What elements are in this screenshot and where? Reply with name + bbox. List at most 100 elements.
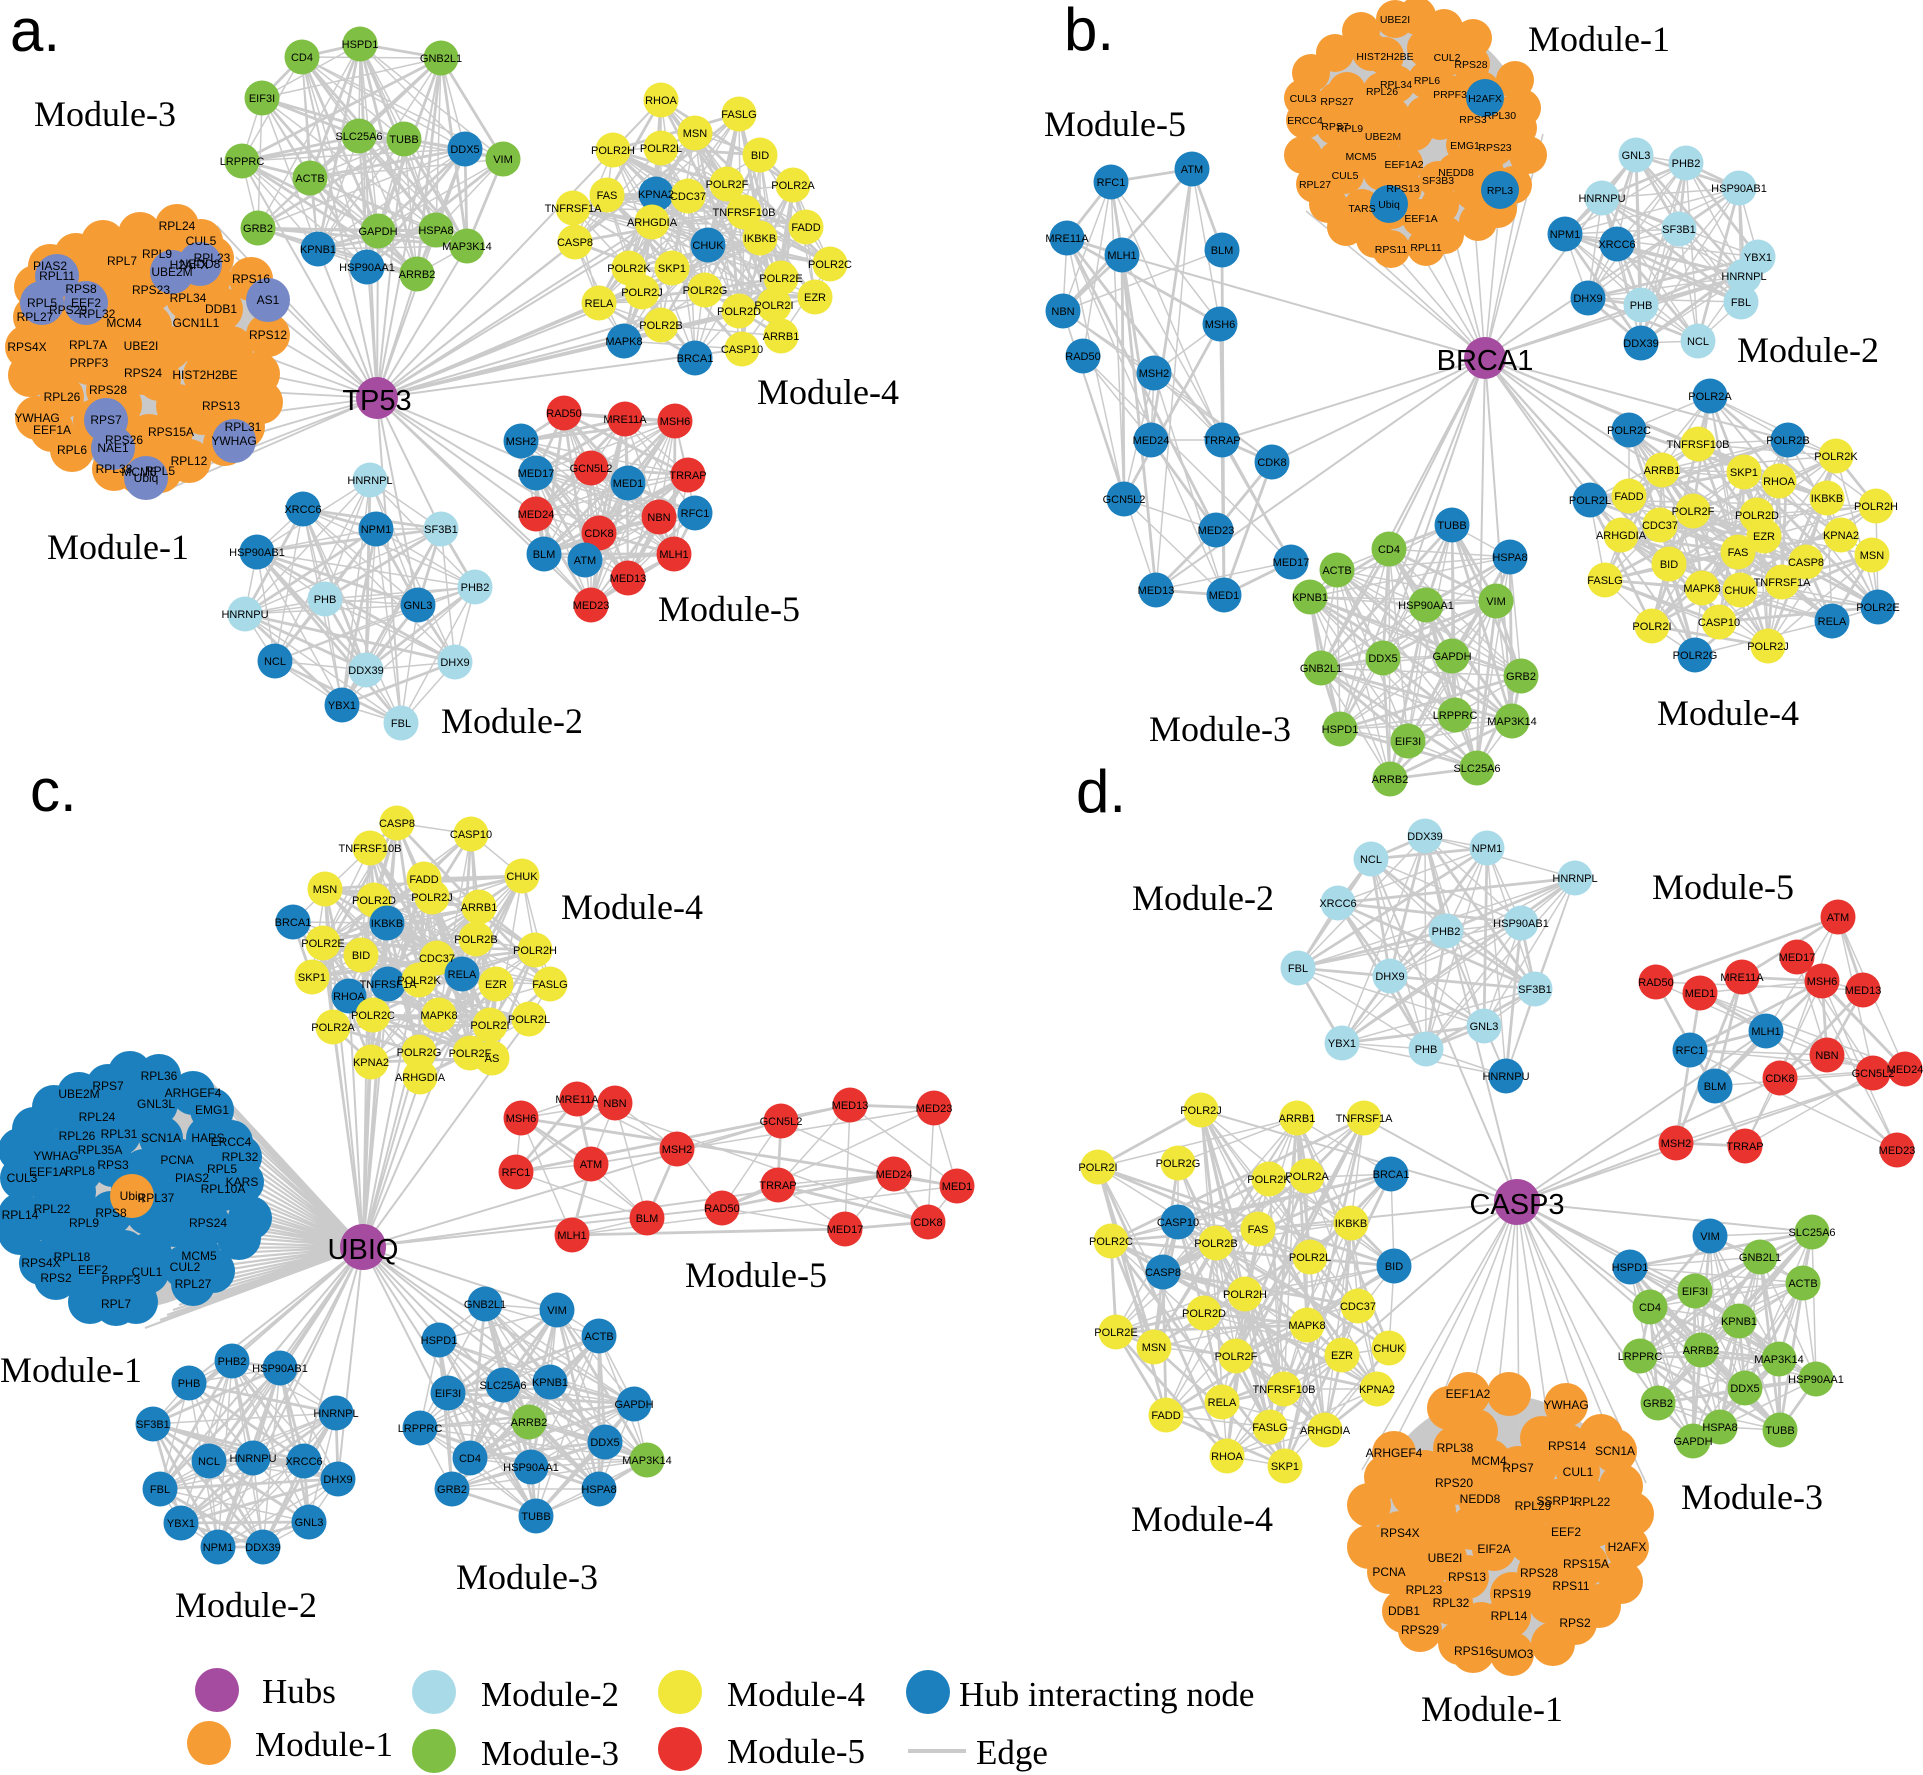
svg-text:NEDD8: NEDD8 xyxy=(1460,1492,1501,1506)
svg-text:FADD: FADD xyxy=(791,222,820,234)
svg-text:CDC37: CDC37 xyxy=(1340,1301,1376,1313)
svg-text:PRPF3: PRPF3 xyxy=(102,1273,141,1287)
svg-text:MSH6: MSH6 xyxy=(660,416,691,428)
svg-text:YBX1: YBX1 xyxy=(1744,252,1772,264)
svg-text:EZR: EZR xyxy=(1753,531,1775,543)
svg-text:POLR2J: POLR2J xyxy=(1180,1105,1222,1117)
svg-text:Module-4: Module-4 xyxy=(561,887,703,927)
svg-text:CDC37: CDC37 xyxy=(1642,520,1678,532)
svg-text:RPL6: RPL6 xyxy=(1414,75,1440,87)
svg-text:RPL7A: RPL7A xyxy=(69,338,107,352)
svg-text:HNRNPL: HNRNPL xyxy=(313,1408,358,1420)
svg-text:ACTB: ACTB xyxy=(295,173,324,185)
svg-text:RPL7: RPL7 xyxy=(101,1297,131,1311)
svg-text:RELA: RELA xyxy=(1208,1397,1237,1409)
svg-text:MAP3K14: MAP3K14 xyxy=(442,241,492,253)
svg-text:RPL38: RPL38 xyxy=(1437,1441,1474,1455)
svg-text:BLM: BLM xyxy=(1704,1081,1727,1093)
svg-text:MED23: MED23 xyxy=(1879,1145,1916,1157)
svg-text:RPS19: RPS19 xyxy=(1493,1587,1531,1601)
svg-text:POLR2A: POLR2A xyxy=(771,180,815,192)
svg-text:DDX39: DDX39 xyxy=(1623,338,1658,350)
svg-text:Module-4: Module-4 xyxy=(1657,693,1799,733)
svg-text:FAS: FAS xyxy=(597,190,618,202)
svg-text:HSP90AA1: HSP90AA1 xyxy=(1788,1374,1844,1386)
svg-text:Module-1: Module-1 xyxy=(0,1350,142,1390)
svg-text:RPL38: RPL38 xyxy=(96,462,133,476)
svg-text:RFC1: RFC1 xyxy=(1097,177,1126,189)
svg-text:MED23: MED23 xyxy=(1198,525,1235,537)
svg-text:ARRB2: ARRB2 xyxy=(1683,1345,1720,1357)
svg-text:DDX5: DDX5 xyxy=(590,1437,619,1449)
svg-text:HSPA8: HSPA8 xyxy=(418,225,453,237)
svg-text:b.: b. xyxy=(1064,0,1114,63)
svg-text:Module-2: Module-2 xyxy=(175,1585,317,1625)
svg-text:H2AFX: H2AFX xyxy=(1608,1540,1647,1554)
svg-text:FADD: FADD xyxy=(1614,491,1643,503)
svg-text:MSN: MSN xyxy=(683,128,708,140)
svg-text:ATM: ATM xyxy=(580,1159,602,1171)
svg-text:BID: BID xyxy=(352,950,370,962)
svg-text:POLR2D: POLR2D xyxy=(352,895,396,907)
svg-text:POLR2H: POLR2H xyxy=(513,945,557,957)
svg-text:MED17: MED17 xyxy=(1779,952,1816,964)
svg-text:KPNB1: KPNB1 xyxy=(300,244,336,256)
svg-text:MRE11A: MRE11A xyxy=(1720,972,1764,984)
svg-text:RPL3: RPL3 xyxy=(1487,185,1513,197)
svg-text:HIST2H2BE: HIST2H2BE xyxy=(172,368,237,382)
svg-text:POLR2H: POLR2H xyxy=(591,145,635,157)
svg-text:RPS23: RPS23 xyxy=(132,283,170,297)
svg-text:RPL18: RPL18 xyxy=(54,1250,91,1264)
svg-text:UBE2I: UBE2I xyxy=(124,339,159,353)
svg-text:ERCC4: ERCC4 xyxy=(1287,115,1323,127)
svg-text:RPS27: RPS27 xyxy=(1320,96,1353,108)
svg-text:RPL27: RPL27 xyxy=(17,310,54,324)
svg-text:Module-5: Module-5 xyxy=(685,1255,827,1295)
svg-text:HSPD1: HSPD1 xyxy=(1322,724,1359,736)
svg-text:POLR2F: POLR2F xyxy=(1672,506,1715,518)
svg-text:ARHGDIA: ARHGDIA xyxy=(395,1072,446,1084)
svg-text:RPL23: RPL23 xyxy=(194,251,231,265)
svg-text:ACTB: ACTB xyxy=(584,1331,613,1343)
svg-text:KPNA2: KPNA2 xyxy=(353,1057,389,1069)
svg-text:HSP90AB1: HSP90AB1 xyxy=(1493,918,1549,930)
svg-text:TUBB: TUBB xyxy=(389,134,418,146)
svg-text:RPL5: RPL5 xyxy=(145,464,175,478)
svg-text:RPS28: RPS28 xyxy=(1520,1566,1558,1580)
svg-text:BLM: BLM xyxy=(636,1213,659,1225)
svg-text:RPS15A: RPS15A xyxy=(148,425,194,439)
svg-text:RPL11: RPL11 xyxy=(1410,242,1441,254)
svg-text:HSPA8: HSPA8 xyxy=(1702,1422,1737,1434)
svg-text:MAPK8: MAPK8 xyxy=(1683,583,1720,595)
svg-text:RELA: RELA xyxy=(585,298,614,310)
svg-text:BLM: BLM xyxy=(1211,245,1234,257)
svg-text:CUL2: CUL2 xyxy=(170,1260,201,1274)
svg-text:CASP10: CASP10 xyxy=(1157,1217,1199,1229)
svg-text:MRE11A: MRE11A xyxy=(603,414,647,426)
svg-text:Module-1: Module-1 xyxy=(1421,1689,1563,1729)
svg-text:RPL14: RPL14 xyxy=(2,1208,39,1222)
svg-text:AS: AS xyxy=(485,1053,500,1065)
svg-text:PHB: PHB xyxy=(1415,1044,1438,1056)
svg-text:EEF2: EEF2 xyxy=(1551,1525,1581,1539)
svg-text:NEDD8: NEDD8 xyxy=(1438,167,1474,179)
svg-text:EIF3I: EIF3I xyxy=(1395,736,1421,748)
svg-text:Module-2: Module-2 xyxy=(481,1675,619,1714)
svg-text:DHX9: DHX9 xyxy=(323,1474,352,1486)
svg-text:HNRNPL: HNRNPL xyxy=(347,475,392,487)
svg-text:CASP3: CASP3 xyxy=(1469,1189,1564,1221)
svg-text:RPS23: RPS23 xyxy=(1478,142,1511,154)
svg-text:NCL: NCL xyxy=(198,1456,220,1468)
svg-text:POLR2G: POLR2G xyxy=(1673,650,1718,662)
svg-text:MED1: MED1 xyxy=(942,1181,973,1193)
svg-text:EIF2A: EIF2A xyxy=(1477,1542,1510,1556)
svg-text:RPS20: RPS20 xyxy=(1435,1476,1473,1490)
svg-text:RPL29: RPL29 xyxy=(1515,1499,1552,1513)
svg-text:POLR2L: POLR2L xyxy=(1569,495,1611,507)
svg-text:NPM1: NPM1 xyxy=(361,524,392,536)
svg-text:PRPF3: PRPF3 xyxy=(70,356,109,370)
svg-text:RPS13: RPS13 xyxy=(202,399,240,413)
svg-text:POLR2C: POLR2C xyxy=(351,1010,395,1022)
svg-text:Module-4: Module-4 xyxy=(727,1675,865,1714)
svg-text:MCM4: MCM4 xyxy=(106,316,142,330)
